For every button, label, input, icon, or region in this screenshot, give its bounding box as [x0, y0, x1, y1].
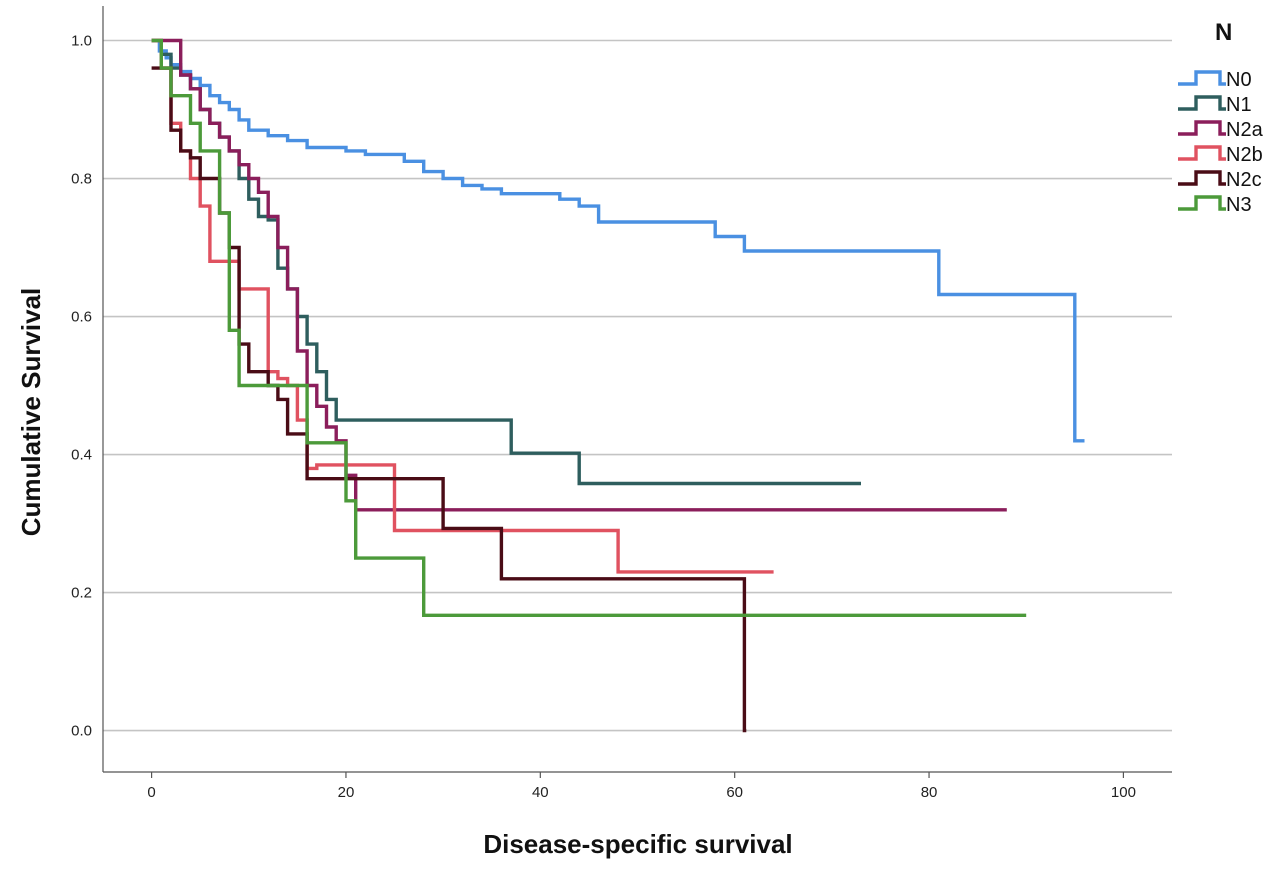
legend-label: N1 — [1226, 94, 1252, 116]
x-tick-label: 40 — [532, 784, 549, 801]
legend-label: N3 — [1226, 194, 1252, 216]
legend-swatch — [1178, 95, 1226, 111]
x-axis-title: Disease-specific survival — [483, 829, 792, 859]
legend-item-n0: N0 — [1178, 69, 1252, 91]
x-tick-label: 100 — [1111, 784, 1136, 801]
legend-item-n2c: N2c — [1178, 169, 1262, 191]
legend-label: N2c — [1226, 169, 1262, 191]
legend-item-n2a: N2a — [1178, 119, 1264, 141]
y-tick-label: 0.8 — [71, 171, 92, 188]
y-axis-title: Cumulative Survival — [16, 288, 46, 537]
legend-label: N0 — [1226, 69, 1252, 91]
legend-swatch — [1178, 170, 1226, 186]
legend-item-n3: N3 — [1178, 194, 1252, 216]
axes: 0.0 0.2 0.4 0.6 0.8 1.0 0 20 40 60 80 100 — [71, 6, 1172, 801]
gridlines — [103, 39, 1172, 732]
legend-swatch — [1178, 195, 1226, 211]
legend-item-n2b: N2b — [1178, 144, 1263, 166]
curve-n3 — [151, 38, 1027, 617]
legend-swatch — [1178, 145, 1226, 161]
x-tick-label: 0 — [147, 784, 155, 801]
legend: N N0 N1 N2a N2b N2c N3 — [1178, 19, 1264, 216]
y-tick-label: 0.6 — [71, 309, 92, 326]
y-tick-label: 0.0 — [71, 723, 92, 740]
legend-swatch — [1178, 70, 1226, 86]
x-tick-label: 20 — [338, 784, 355, 801]
legend-label: N2b — [1226, 144, 1263, 166]
x-tick-label: 60 — [726, 784, 743, 801]
x-tick-label: 80 — [921, 784, 938, 801]
survival-curves — [151, 38, 1085, 733]
curve-n0 — [151, 38, 1085, 443]
legend-item-n1: N1 — [1178, 94, 1252, 116]
legend-title: N — [1215, 19, 1232, 46]
y-tick-label: 0.4 — [71, 447, 92, 464]
y-tick-label: 0.2 — [71, 585, 92, 602]
legend-label: N2a — [1226, 119, 1264, 141]
y-tick-label: 1.0 — [71, 33, 92, 50]
legend-swatch — [1178, 120, 1226, 136]
